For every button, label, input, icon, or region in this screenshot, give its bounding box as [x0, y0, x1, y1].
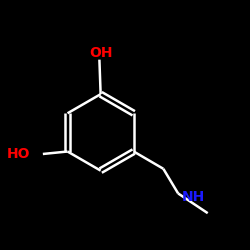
- Text: OH: OH: [89, 46, 112, 60]
- Text: HO: HO: [7, 147, 30, 161]
- Text: NH: NH: [182, 190, 205, 204]
